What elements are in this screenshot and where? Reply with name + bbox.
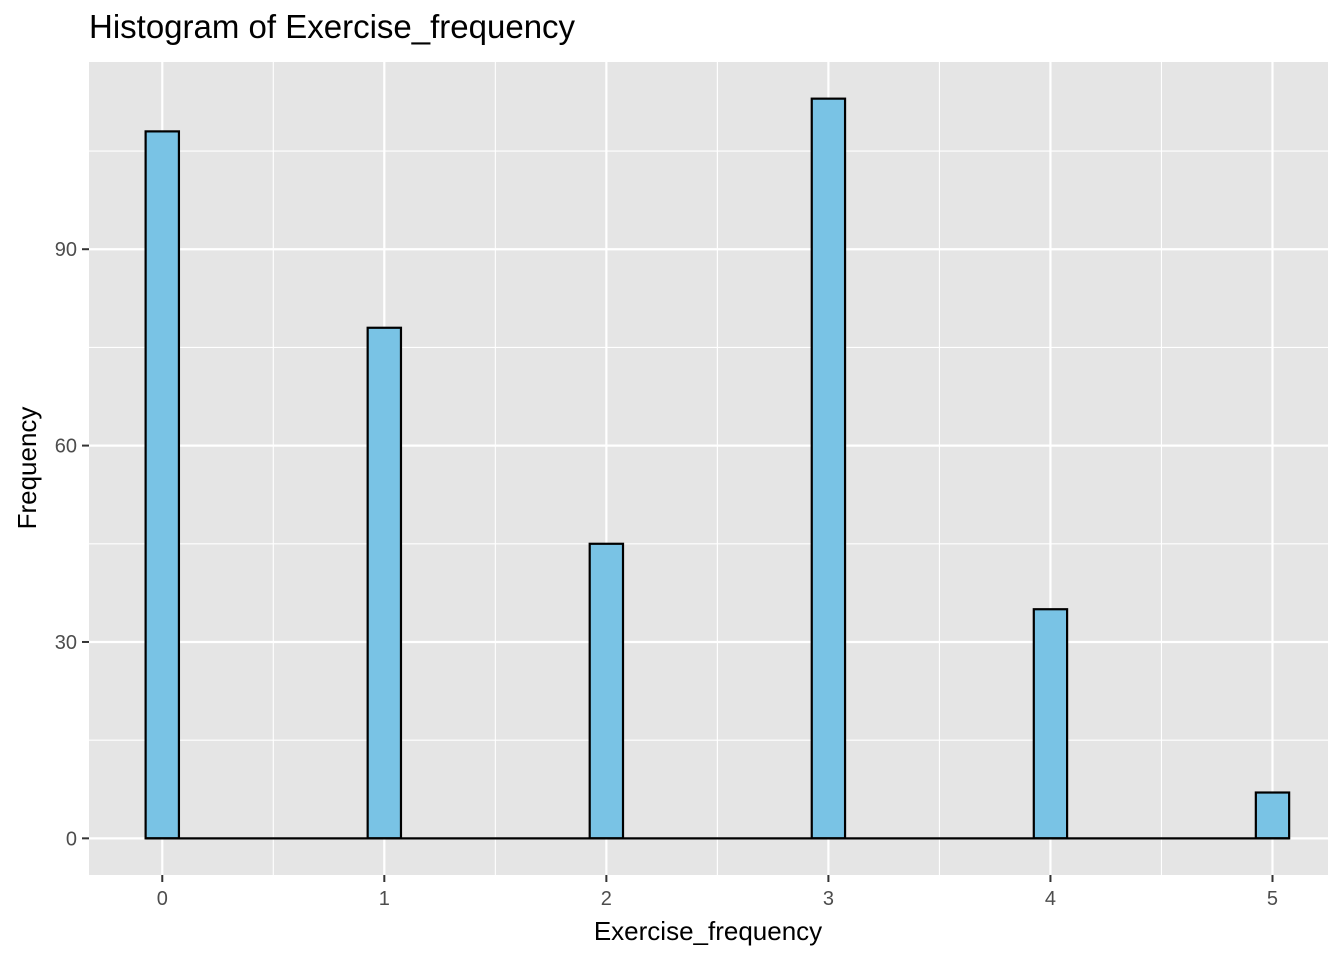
y-tick-label: 60 [55, 436, 77, 458]
y-tick-label: 90 [55, 239, 77, 261]
chart-title: Histogram of Exercise_frequency [89, 8, 576, 45]
y-tick-label: 0 [66, 828, 77, 850]
histogram-bar [810, 97, 847, 840]
x-tick-label: 3 [823, 888, 834, 910]
y-axis-title: Frequency [12, 407, 42, 530]
x-axis-title: Exercise_frequency [594, 916, 822, 946]
histogram-bar [588, 542, 625, 840]
x-tick-label: 1 [379, 888, 390, 910]
histogram-bars [144, 97, 1291, 840]
plot-panel [89, 62, 1328, 875]
x-tick-label: 0 [157, 888, 168, 910]
y-axis-ticks: 0 30 60 90 [55, 239, 89, 850]
y-tick-label: 30 [55, 632, 77, 654]
x-tick-label: 4 [1045, 888, 1056, 910]
x-tick-label: 2 [601, 888, 612, 910]
histogram-bar [366, 326, 403, 840]
histogram-bar [1032, 608, 1069, 840]
x-axis-ticks: 0 1 2 3 4 5 [157, 875, 1278, 910]
x-tick-label: 5 [1267, 888, 1278, 910]
minor-gridlines [89, 62, 1328, 875]
histogram-bar [144, 130, 181, 840]
histogram-bar [1254, 791, 1291, 840]
